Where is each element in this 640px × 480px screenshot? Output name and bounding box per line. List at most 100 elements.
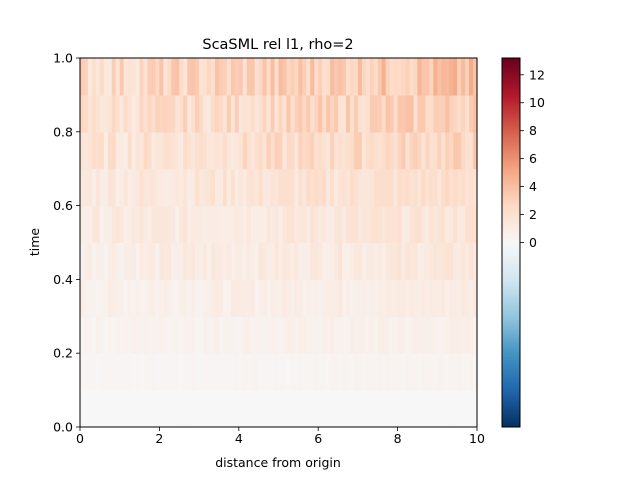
heatmap-cell [159,279,164,317]
heatmap-cell [80,242,85,280]
heatmap-cell [373,279,379,317]
heatmap-cell [139,353,145,391]
heatmap-cell [314,205,319,244]
heatmap-cell [151,168,157,207]
heatmap-cell [87,58,93,96]
heatmap-cell [91,168,97,207]
heatmap-cell [445,390,450,428]
heatmap-cell [389,94,395,133]
heatmap-cell [254,168,260,207]
heatmap-cell [195,168,200,207]
heatmap-cell [361,279,367,317]
heatmap-cell [365,316,371,354]
heatmap-cell [123,279,129,317]
heatmap-cell [266,168,272,207]
heatmap-cell [393,131,399,170]
heatmap-cell [246,205,252,244]
heatmap-cell [294,205,299,244]
heatmap-cell [131,94,137,133]
heatmap-cell [357,242,363,280]
heatmap-cell [393,205,399,244]
heatmap-cell [274,205,280,244]
heatmap-cell [258,94,264,133]
heatmap-cell [357,279,363,317]
heatmap-cell [342,353,347,391]
heatmap-cell [187,316,192,354]
heatmap-cell [349,94,355,133]
heatmap-cell [179,242,184,280]
heatmap-cell [290,390,295,428]
heatmap-cell [338,168,343,207]
heatmap-cell [135,390,141,428]
heatmap-cell [353,353,359,391]
heatmap-cell [425,316,430,354]
heatmap-cell [238,205,244,244]
heatmap-cell [306,353,311,391]
heatmap-cell [246,279,252,317]
heatmap-cell [270,242,276,280]
heatmap-cell [95,390,101,428]
heatmap-cell [338,242,343,280]
heatmap-cell [357,353,363,391]
heatmap-cell [143,279,149,317]
colorbar-ticks: 0 2 4 6 8 10 12 [520,67,545,250]
heatmap-cell [437,316,442,354]
heatmap-cell [377,94,383,133]
heatmap-cell [413,205,419,244]
heatmap-cell [87,168,93,207]
heatmap-cell [282,279,288,317]
heatmap-cell [214,316,220,354]
heatmap-cell [234,205,240,244]
heatmap-cell [397,58,403,96]
heatmap-cell [238,316,244,354]
heatmap-cell [286,353,292,391]
heatmap-cell [266,58,272,96]
heatmap-cell [274,390,280,428]
heatmap-cell [417,58,423,96]
heatmap-cell [242,168,248,207]
heatmap-cell [294,242,299,280]
heatmap-cell [199,131,204,170]
heatmap-cell [322,316,327,354]
heatmap-cell [83,131,89,170]
heatmap-cell [155,390,160,428]
heatmap-cell [393,353,399,391]
heatmap-cell [449,390,454,428]
heatmap-cell [195,242,200,280]
heatmap-cell [250,316,256,354]
heatmap-cell [87,94,93,133]
heatmap-cell [298,168,303,207]
heatmap-cell [449,316,454,354]
heatmap-cell [135,279,141,317]
heatmap-cell [433,242,438,280]
heatmap-cell [465,168,470,207]
heatmap-cell [230,205,236,244]
heatmap-cell [342,279,347,317]
heatmap-cell [111,205,117,244]
heatmap-cell [278,58,284,96]
heatmap-cell [461,390,466,428]
heatmap-cell [278,242,284,280]
heatmap-cell [357,316,363,354]
heatmap-cell [445,58,450,96]
heatmap-cell [377,205,383,244]
heatmap-cell [139,131,145,170]
heatmap-cell [461,131,466,170]
heatmap-cell [397,242,403,280]
heatmap-cell [187,353,192,391]
heatmap-cell [274,131,280,170]
heatmap-cell [349,205,355,244]
heatmap-cell [203,58,208,96]
heatmap-cell [453,353,458,391]
heatmap-cell [302,205,307,244]
heatmap-cell [107,316,113,354]
heatmap-cell [453,279,458,317]
heatmap-cell [203,242,208,280]
heatmap-cell [95,353,101,391]
heatmap-cell [87,279,93,317]
heatmap-cell [286,205,292,244]
heatmap-cell [425,205,430,244]
heatmap-cell [457,205,462,244]
heatmap-cell [87,205,93,244]
heatmap-cell [365,94,371,133]
